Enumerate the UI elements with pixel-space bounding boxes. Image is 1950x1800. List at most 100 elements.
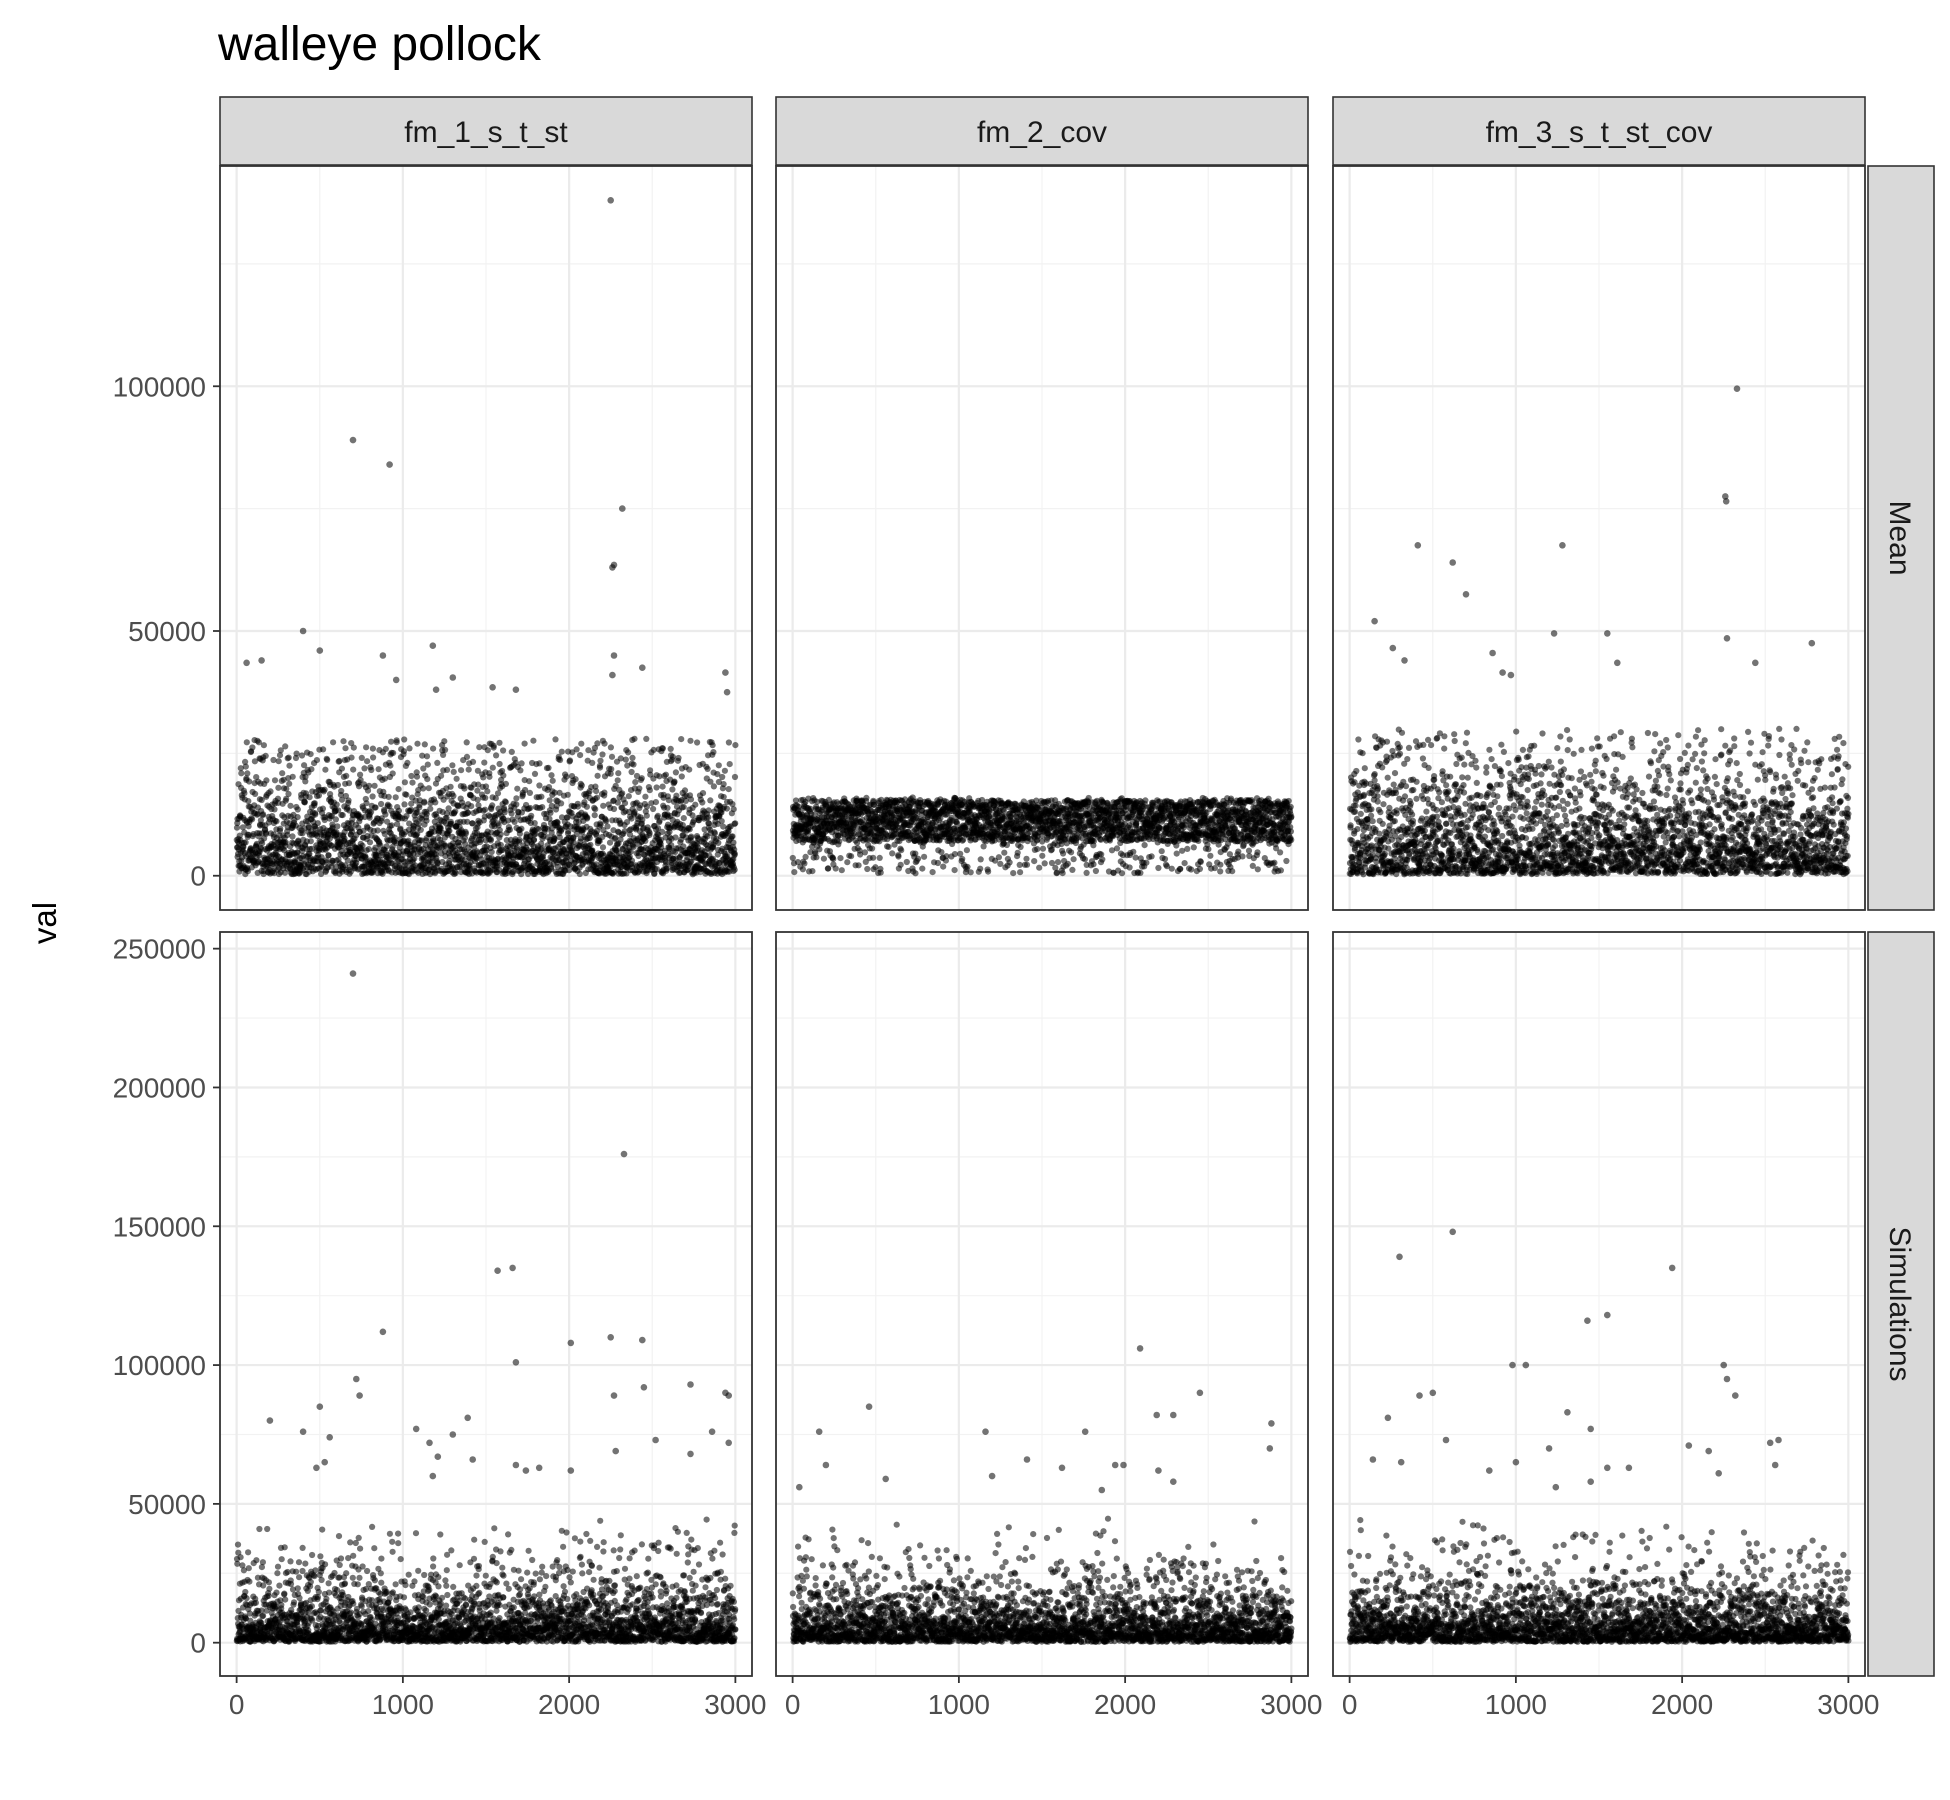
data-point — [251, 758, 258, 765]
data-point — [694, 739, 701, 746]
data-point — [578, 782, 585, 789]
data-point — [488, 848, 495, 856]
data-point — [424, 761, 431, 768]
data-point — [715, 839, 722, 847]
data-point — [825, 865, 832, 872]
data-point — [242, 839, 249, 846]
data-point — [589, 759, 596, 767]
data-point — [898, 847, 905, 854]
data-point — [659, 783, 666, 790]
data-point — [249, 744, 256, 751]
data-point — [967, 869, 974, 876]
data-point — [659, 745, 667, 752]
data-point — [233, 824, 241, 831]
data-point — [730, 839, 737, 846]
data-point — [403, 791, 410, 798]
data-point — [364, 787, 372, 794]
data-point — [350, 766, 357, 773]
data-point — [672, 769, 680, 776]
data-point — [726, 761, 733, 768]
data-point — [511, 818, 518, 826]
column-strip-label: fm_2_cov — [977, 116, 1107, 149]
data-point-outlier — [429, 642, 437, 649]
data-point — [864, 865, 871, 873]
data-point — [464, 809, 472, 816]
row-strip-simulations — [1867, 931, 1935, 1677]
data-point — [506, 826, 513, 833]
data-point — [282, 743, 289, 750]
data-point — [614, 799, 621, 806]
data-point — [423, 817, 430, 824]
data-point — [382, 745, 389, 753]
data-point — [339, 812, 346, 819]
data-point-outlier — [392, 676, 400, 684]
data-point — [596, 764, 604, 771]
data-point — [619, 790, 626, 797]
data-point — [401, 801, 408, 808]
data-point — [508, 810, 515, 817]
data-point — [599, 844, 607, 851]
data-point — [441, 738, 448, 745]
data-point — [408, 772, 415, 780]
data-point — [650, 805, 657, 813]
data-point — [1083, 869, 1090, 877]
data-point — [789, 854, 796, 862]
data-point — [365, 846, 372, 853]
data-point — [392, 794, 399, 801]
data-point — [481, 806, 489, 813]
data-point — [342, 792, 349, 800]
data-point — [302, 773, 309, 781]
data-point — [390, 749, 397, 757]
data-point — [681, 787, 689, 794]
data-point — [830, 856, 837, 863]
data-point — [638, 775, 645, 782]
data-point — [372, 804, 379, 811]
data-point — [516, 836, 523, 844]
data-point — [387, 762, 394, 769]
data-point — [687, 737, 694, 744]
data-point — [366, 839, 374, 846]
data-point — [526, 778, 533, 785]
data-point — [388, 738, 395, 745]
data-point — [328, 812, 335, 820]
data-point — [576, 870, 583, 878]
data-point — [403, 812, 410, 820]
column-strip-fm_3_s_t_st_cov — [1332, 96, 1866, 166]
data-point — [636, 785, 643, 792]
data-point — [678, 736, 685, 743]
data-point — [680, 803, 687, 811]
data-point — [1014, 849, 1021, 856]
data-point — [355, 783, 363, 790]
data-point — [527, 804, 534, 812]
data-point — [298, 752, 306, 759]
data-point — [469, 758, 477, 766]
data-point — [348, 754, 355, 761]
data-point — [1031, 858, 1038, 865]
data-point — [242, 758, 249, 766]
data-point — [889, 850, 896, 857]
data-point — [393, 739, 400, 746]
data-point — [307, 751, 314, 758]
data-point — [675, 754, 682, 762]
data-point — [423, 810, 430, 817]
data-point — [462, 830, 469, 837]
data-point — [287, 802, 294, 809]
row-strip-mean — [1867, 165, 1935, 911]
data-point — [558, 748, 565, 755]
data-point — [341, 835, 348, 842]
data-point — [1017, 869, 1024, 876]
data-point — [267, 788, 274, 795]
data-point — [461, 785, 468, 792]
data-point — [463, 753, 471, 761]
data-point — [625, 793, 632, 800]
facet-panels: fm_1_s_t_st fm_2_cov fm_3_s_t_st_covMeanSi… — [113, 96, 1935, 1720]
data-point — [370, 754, 377, 761]
data-point — [837, 855, 844, 862]
data-point — [687, 796, 695, 803]
data-point — [263, 777, 270, 784]
data-point — [343, 772, 350, 780]
data-point — [432, 799, 439, 806]
data-point — [719, 773, 726, 781]
data-point — [496, 760, 503, 768]
